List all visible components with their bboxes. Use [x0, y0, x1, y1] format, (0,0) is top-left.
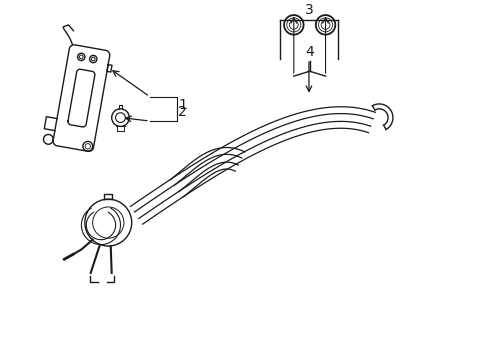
Text: 2: 2 [178, 105, 186, 119]
Text: 1: 1 [178, 98, 186, 112]
Text: 3: 3 [304, 3, 313, 17]
Text: 4: 4 [305, 45, 313, 59]
